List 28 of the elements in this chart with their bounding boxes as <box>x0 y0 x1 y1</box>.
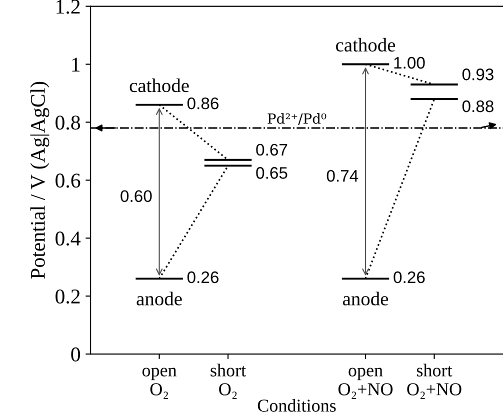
data-label: 0.26 <box>187 271 218 284</box>
data-label: 1.00 <box>394 56 425 69</box>
x-tick-label: short O₂+NO <box>407 364 462 399</box>
y-tick-label: 1.2 <box>56 0 80 14</box>
annotation: 0.60 <box>120 190 152 202</box>
x-tick-label: short O₂ <box>210 364 246 399</box>
annotation: cathode <box>130 78 189 92</box>
annotation: anode <box>342 292 388 306</box>
y-tick-label: 1 <box>72 58 80 72</box>
annotation: anode <box>136 292 182 306</box>
ref-line-label: Pd²⁺/Pd⁰ <box>268 113 326 125</box>
y-axis-title: Potential / V (Ag|AgCl) <box>30 82 50 279</box>
y-tick-label: 0.2 <box>56 289 80 304</box>
data-label: 0.88 <box>462 100 494 112</box>
x-tick-label: open O₂ <box>142 368 177 399</box>
y-tick-label: 0.4 <box>56 232 80 246</box>
x-axis-title: Conditions <box>258 399 336 412</box>
data-label: 0.26 <box>394 271 425 284</box>
annotation: cathode <box>336 38 396 52</box>
data-label: 0.65 <box>256 167 288 179</box>
x-tick-label: open O₂+NO <box>338 368 393 399</box>
data-label: 0.86 <box>187 97 218 110</box>
data-label: 0.67 <box>256 144 288 156</box>
y-tick-label: 0.8 <box>56 116 80 130</box>
y-tick-label: 0.6 <box>56 174 80 188</box>
annotation: 0.74 <box>326 170 358 182</box>
data-label: 0.93 <box>462 68 494 80</box>
y-tick-label: 0 <box>71 347 80 362</box>
